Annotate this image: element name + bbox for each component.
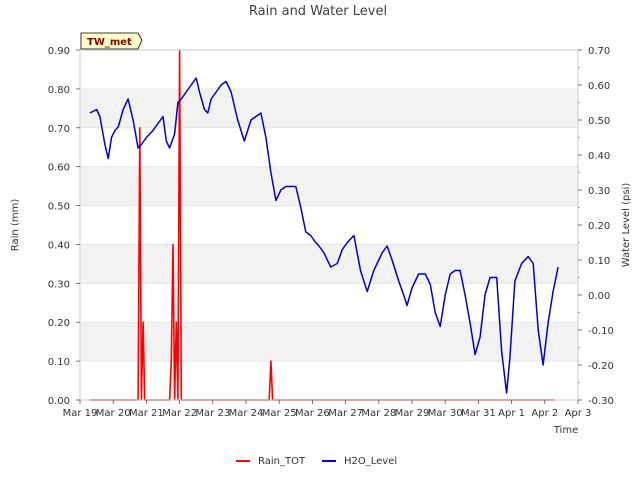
y-right-tick-label: 0.20 xyxy=(588,221,610,232)
x-tick-label: Mar 26 xyxy=(295,408,330,419)
series-line-h2o-level xyxy=(89,77,559,394)
y-left-tick-label: 0.00 xyxy=(48,396,70,407)
x-tick-label: Mar 29 xyxy=(395,408,430,419)
x-axis-label: Time xyxy=(553,425,578,436)
x-tick-label: Mar 21 xyxy=(129,408,164,419)
legend-rain-label: Rain_TOT xyxy=(258,456,306,467)
gridline-bands xyxy=(80,88,578,401)
y-left-axis-label: Rain (mm) xyxy=(10,199,21,252)
grid-band xyxy=(80,166,578,206)
legend-water-label: H2O_Level xyxy=(344,456,397,467)
station-label: TW_met xyxy=(87,37,132,48)
y-left-tick-label: 0.70 xyxy=(48,124,70,135)
x-tick-label: Apr 1 xyxy=(498,408,525,419)
x-tick-label: Mar 23 xyxy=(195,408,230,419)
legend: Rain_TOT H2O_Level xyxy=(236,456,397,467)
y-right-tick-label: 0.00 xyxy=(588,291,610,302)
y-right-axis-ticks: -0.30 -0.20 -0.10 0.00 0.10 0.20 0.30 0.40 0.50 0… xyxy=(578,46,614,407)
y-left-tick-label: 0.80 xyxy=(48,85,70,96)
y-right-axis-label: Water Level (psi) xyxy=(621,183,632,268)
y-right-tick-label: 0.30 xyxy=(588,186,610,197)
y-right-tick-label: 0.40 xyxy=(588,151,610,162)
x-tick-label: Mar 30 xyxy=(428,408,463,419)
y-right-tick-label: -0.30 xyxy=(588,396,614,407)
y-left-tick-label: 0.40 xyxy=(48,240,70,251)
x-tick-label: Mar 25 xyxy=(262,408,297,419)
y-left-tick-label: 0.10 xyxy=(48,357,70,368)
x-tick-label: Mar 24 xyxy=(229,408,264,419)
y-right-tick-label: -0.10 xyxy=(588,326,614,337)
x-tick-label: Mar 27 xyxy=(328,408,363,419)
station-badge: TW_met xyxy=(80,32,143,50)
x-tick-label: Mar 22 xyxy=(162,408,197,419)
series-h2o-level xyxy=(89,77,559,394)
y-left-tick-label: 0.30 xyxy=(48,279,70,290)
y-left-tick-label: 0.60 xyxy=(48,163,70,174)
y-right-tick-label: -0.20 xyxy=(588,361,614,372)
y-left-tick-label: 0.20 xyxy=(48,318,70,329)
y-right-tick-label: 0.50 xyxy=(588,116,610,127)
y-right-tick-label: 0.60 xyxy=(588,81,610,92)
y-left-axis-ticks: 0.00 0.10 0.20 0.30 0.40 0.50 0.60 0.70 0.80 0.90 xyxy=(48,46,80,407)
y-right-tick-label: 0.10 xyxy=(588,256,610,267)
x-tick-label: Apr 2 xyxy=(531,408,558,419)
x-tick-label: Mar 19 xyxy=(63,408,98,419)
y-right-tick-label: 0.70 xyxy=(588,46,610,57)
y-left-tick-label: 0.90 xyxy=(48,46,70,57)
grid-band xyxy=(80,322,578,362)
x-tick-label: Mar 31 xyxy=(461,408,496,419)
x-tick-label: Mar 20 xyxy=(96,408,131,419)
chart-title: Rain and Water Level xyxy=(249,4,387,19)
station-badge-box xyxy=(80,32,143,50)
y-left-tick-label: 0.50 xyxy=(48,202,70,213)
grid-band xyxy=(80,88,578,128)
x-tick-label: Apr 3 xyxy=(565,408,592,419)
x-tick-label: Mar 28 xyxy=(361,408,396,419)
